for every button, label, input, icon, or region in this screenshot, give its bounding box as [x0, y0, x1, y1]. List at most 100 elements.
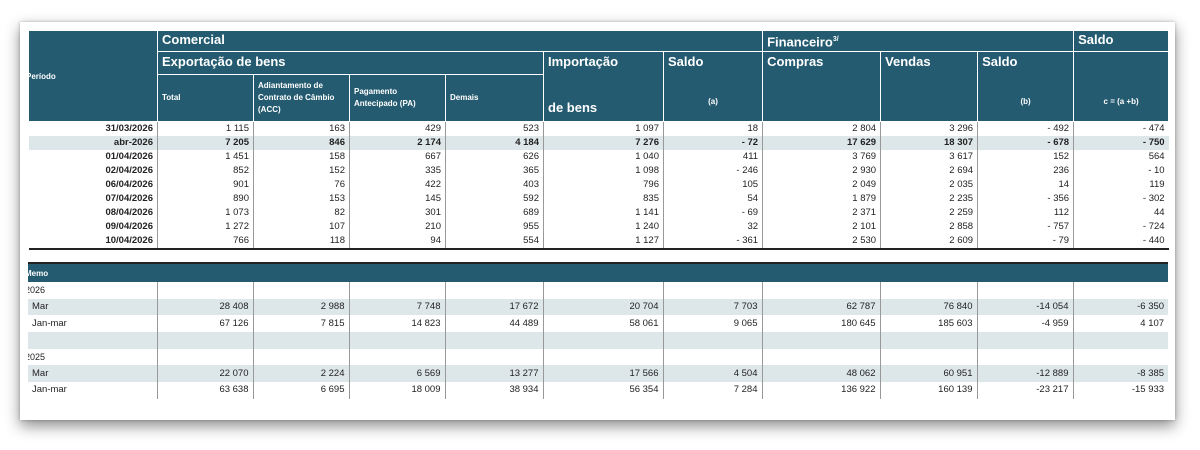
table-row: 01/04/2026 1 451 158 667 626 1 040 411 3 769 3 6…	[29, 150, 1169, 165]
memo-value: 22 070	[156, 365, 253, 383]
row-period: 08/04/2026	[105, 207, 153, 219]
row-value: 17 629	[762, 136, 881, 151]
header-saldo-total: Saldo	[1073, 29, 1170, 53]
row-period: 31/03/2026	[105, 123, 153, 135]
memo-value: 4 504	[662, 365, 762, 383]
table-row: 07/04/2026 890 153 145 592 835 54 1 879 2 235- 3…	[29, 192, 1169, 207]
memo-value: 48 062	[761, 365, 880, 383]
header-exportacao: Exportação de bens	[157, 51, 544, 76]
row-value: 890	[157, 192, 254, 207]
row-value: - 678	[977, 136, 1074, 151]
memo-row-label: Jan-mar	[32, 384, 67, 396]
header-pa: Pagamento Antecipado (PA)	[349, 74, 446, 123]
row-value: 667	[349, 150, 446, 165]
table-row: 02/04/2026 852 152 335 365 1 098- 246 2 930 2 6…	[29, 164, 1169, 179]
memo-row: 2025	[28, 348, 1169, 366]
header-financeiro: Financeiro3/	[762, 29, 1075, 53]
row-value: 335	[349, 164, 446, 179]
daily-rows: 31/03/2026 1 115 163 429 523 1 097 18 2 804 3 29…	[28, 121, 1169, 251]
memo-value: 44 489	[444, 315, 543, 333]
memo-value: 4 107	[1072, 315, 1169, 333]
financeiro-label: Financeiro	[767, 34, 833, 50]
memo-value	[348, 348, 445, 366]
memo-value	[1072, 332, 1169, 349]
memo-value: 160 139	[879, 382, 977, 399]
memo-row	[28, 332, 1169, 349]
row-value: 7 205	[157, 136, 254, 151]
saldo-b-sub: (b)	[1020, 97, 1031, 107]
row-value: 152	[977, 150, 1074, 165]
header-vendas: Vendas	[880, 51, 979, 123]
row-value: 1 097	[543, 121, 664, 137]
memo-value: 180 645	[761, 315, 880, 333]
memo-value: 2 988	[252, 298, 349, 316]
row-period: 07/04/2026	[105, 193, 153, 205]
memo-row: Jan-mar 67 126 7 815 14 823 44 489 58 061 9 06…	[28, 315, 1169, 333]
row-value: 835	[543, 192, 664, 207]
memo-value	[348, 332, 445, 349]
row-value: - 10	[1073, 164, 1169, 179]
row-value: 119	[1073, 178, 1169, 193]
row-value: 523	[445, 121, 544, 137]
header-demais: Demais	[445, 74, 544, 123]
financeiro-footnote: 3/	[832, 36, 839, 43]
row-value: 626	[445, 150, 544, 165]
memo-row: 2026	[28, 282, 1169, 299]
header-saldo-c: c = (a +b)	[1073, 51, 1170, 123]
row-period: 02/04/2026	[105, 165, 153, 177]
row-value: 2 049	[762, 178, 881, 193]
row-value: - 356	[977, 192, 1074, 207]
memo-value: 63 638	[156, 382, 253, 399]
memo-value	[662, 332, 762, 349]
row-value: 76	[253, 178, 350, 193]
memo-row: Mar 28 408 2 988 7 748 17 672 20 704 7 703 62 7…	[28, 298, 1169, 316]
memo-value	[542, 282, 663, 299]
row-value: 112	[977, 206, 1074, 221]
cambio-table: Período Comercial Financeiro3/ Saldo Exp…	[28, 29, 1170, 251]
row-value: 152	[253, 164, 350, 179]
memo-value: 6 695	[252, 382, 349, 399]
row-value: 1 451	[157, 150, 254, 165]
memo-value: 17 672	[444, 298, 543, 316]
row-value: 955	[445, 220, 544, 235]
memo-value	[252, 332, 349, 349]
row-value: 2 101	[762, 220, 881, 235]
memo-value	[879, 348, 977, 366]
row-value: 2 930	[762, 164, 881, 179]
row-value: - 492	[977, 121, 1074, 137]
memo-value: -4 959	[976, 315, 1073, 333]
header-total: Total	[157, 74, 254, 123]
memo-value: -12 889	[976, 365, 1073, 383]
row-period: abr-2026	[28, 136, 158, 151]
memo-value: 38 934	[444, 382, 543, 399]
memo-value: 58 061	[542, 315, 663, 333]
row-value: 3 617	[880, 150, 978, 165]
row-value: 429	[349, 121, 446, 137]
memo-value: 56 354	[542, 382, 663, 399]
row-value: 7 276	[543, 136, 664, 151]
memo-value	[879, 332, 977, 349]
memo-value: 7 748	[348, 298, 445, 316]
header-saldo-a: Saldo (a)	[662, 51, 764, 123]
memo-value	[761, 348, 880, 366]
header-comercial: Comercial	[156, 29, 764, 53]
row-value: 145	[349, 192, 446, 207]
saldo-a-label: Saldo	[668, 54, 704, 70]
row-value: 2 858	[880, 220, 978, 235]
memo-value: 6 569	[348, 365, 445, 383]
memo-value: 67 126	[156, 315, 253, 333]
memo-value	[252, 282, 349, 299]
row-value: 236	[977, 164, 1074, 179]
row-value: 210	[349, 220, 446, 235]
row-value: 1 073	[157, 206, 254, 221]
memo-value	[542, 332, 663, 349]
memo-value	[156, 332, 253, 349]
row-value: 554	[445, 234, 544, 251]
row-value: 403	[445, 178, 544, 193]
header-compras: Compras	[762, 51, 882, 123]
header-importacao: Importação de bens	[543, 51, 664, 123]
row-value: 1 040	[543, 150, 664, 165]
row-value: 564	[1073, 150, 1169, 165]
memo-row-label	[28, 332, 157, 349]
